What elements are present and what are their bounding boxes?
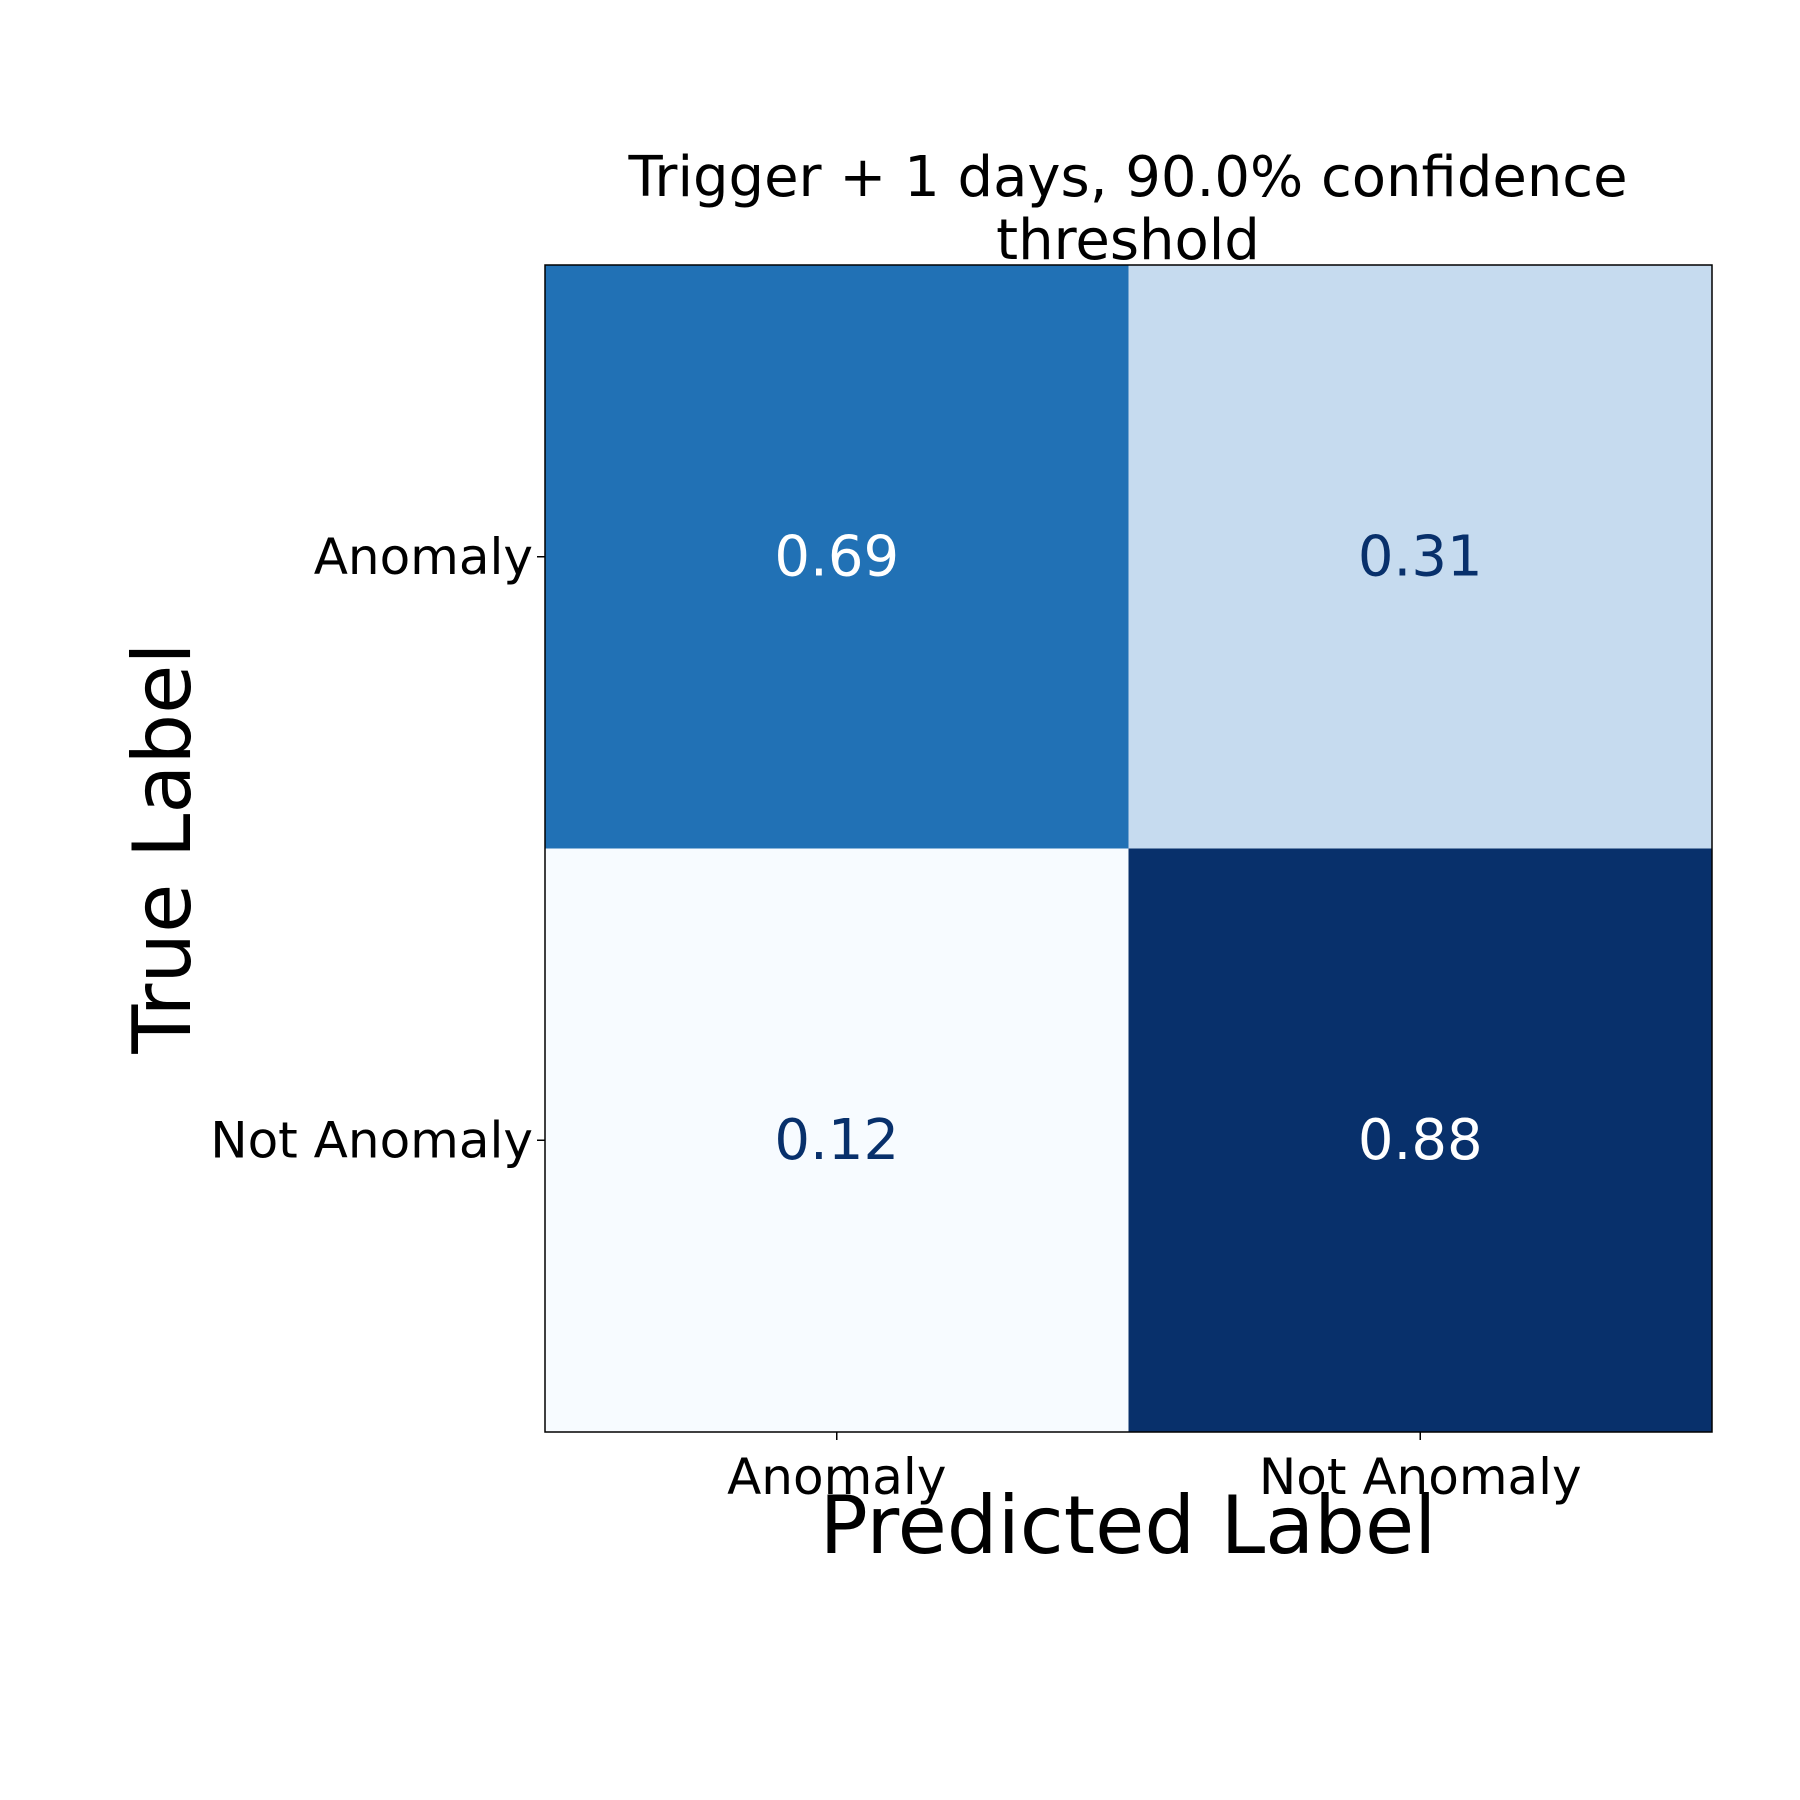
- cell-value-label-0-1: 0.31: [1358, 524, 1483, 589]
- heatmap-cell-0-1: [1128, 265, 1713, 849]
- heatmap-cells: 0.69 0.31 0.12 0.88: [545, 265, 1713, 1433]
- y-axis-label: True Label: [116, 642, 209, 1054]
- chart-title-line-1: Trigger + 1 days, 90.0% confidence: [627, 145, 1627, 210]
- y-tick-label-1: Not Anomaly: [210, 1111, 533, 1169]
- cell-value-label-0-0: 0.69: [774, 524, 899, 589]
- x-tick-label-0: Anomaly: [727, 1448, 946, 1506]
- cell-value-label-1-1: 0.88: [1358, 1108, 1483, 1173]
- x-axis-label: Predicted Label: [820, 1479, 1437, 1572]
- heatmap-cell-1-1: [1128, 848, 1713, 1433]
- heatmap-cell-0-0: [545, 265, 1129, 849]
- x-tick-label-1: Not Anomaly: [1259, 1448, 1582, 1506]
- plot-frame: [544, 264, 1713, 1433]
- axis-ticks: Anomaly Not Anomaly Anomaly Not Anomaly: [210, 528, 1581, 1506]
- heatmap-cell-1-0: [545, 848, 1129, 1433]
- cell-value-label-1-0: 0.12: [774, 1108, 899, 1173]
- y-tick-label-0: Anomaly: [314, 528, 533, 586]
- chart-title-line-2: threshold: [996, 208, 1260, 273]
